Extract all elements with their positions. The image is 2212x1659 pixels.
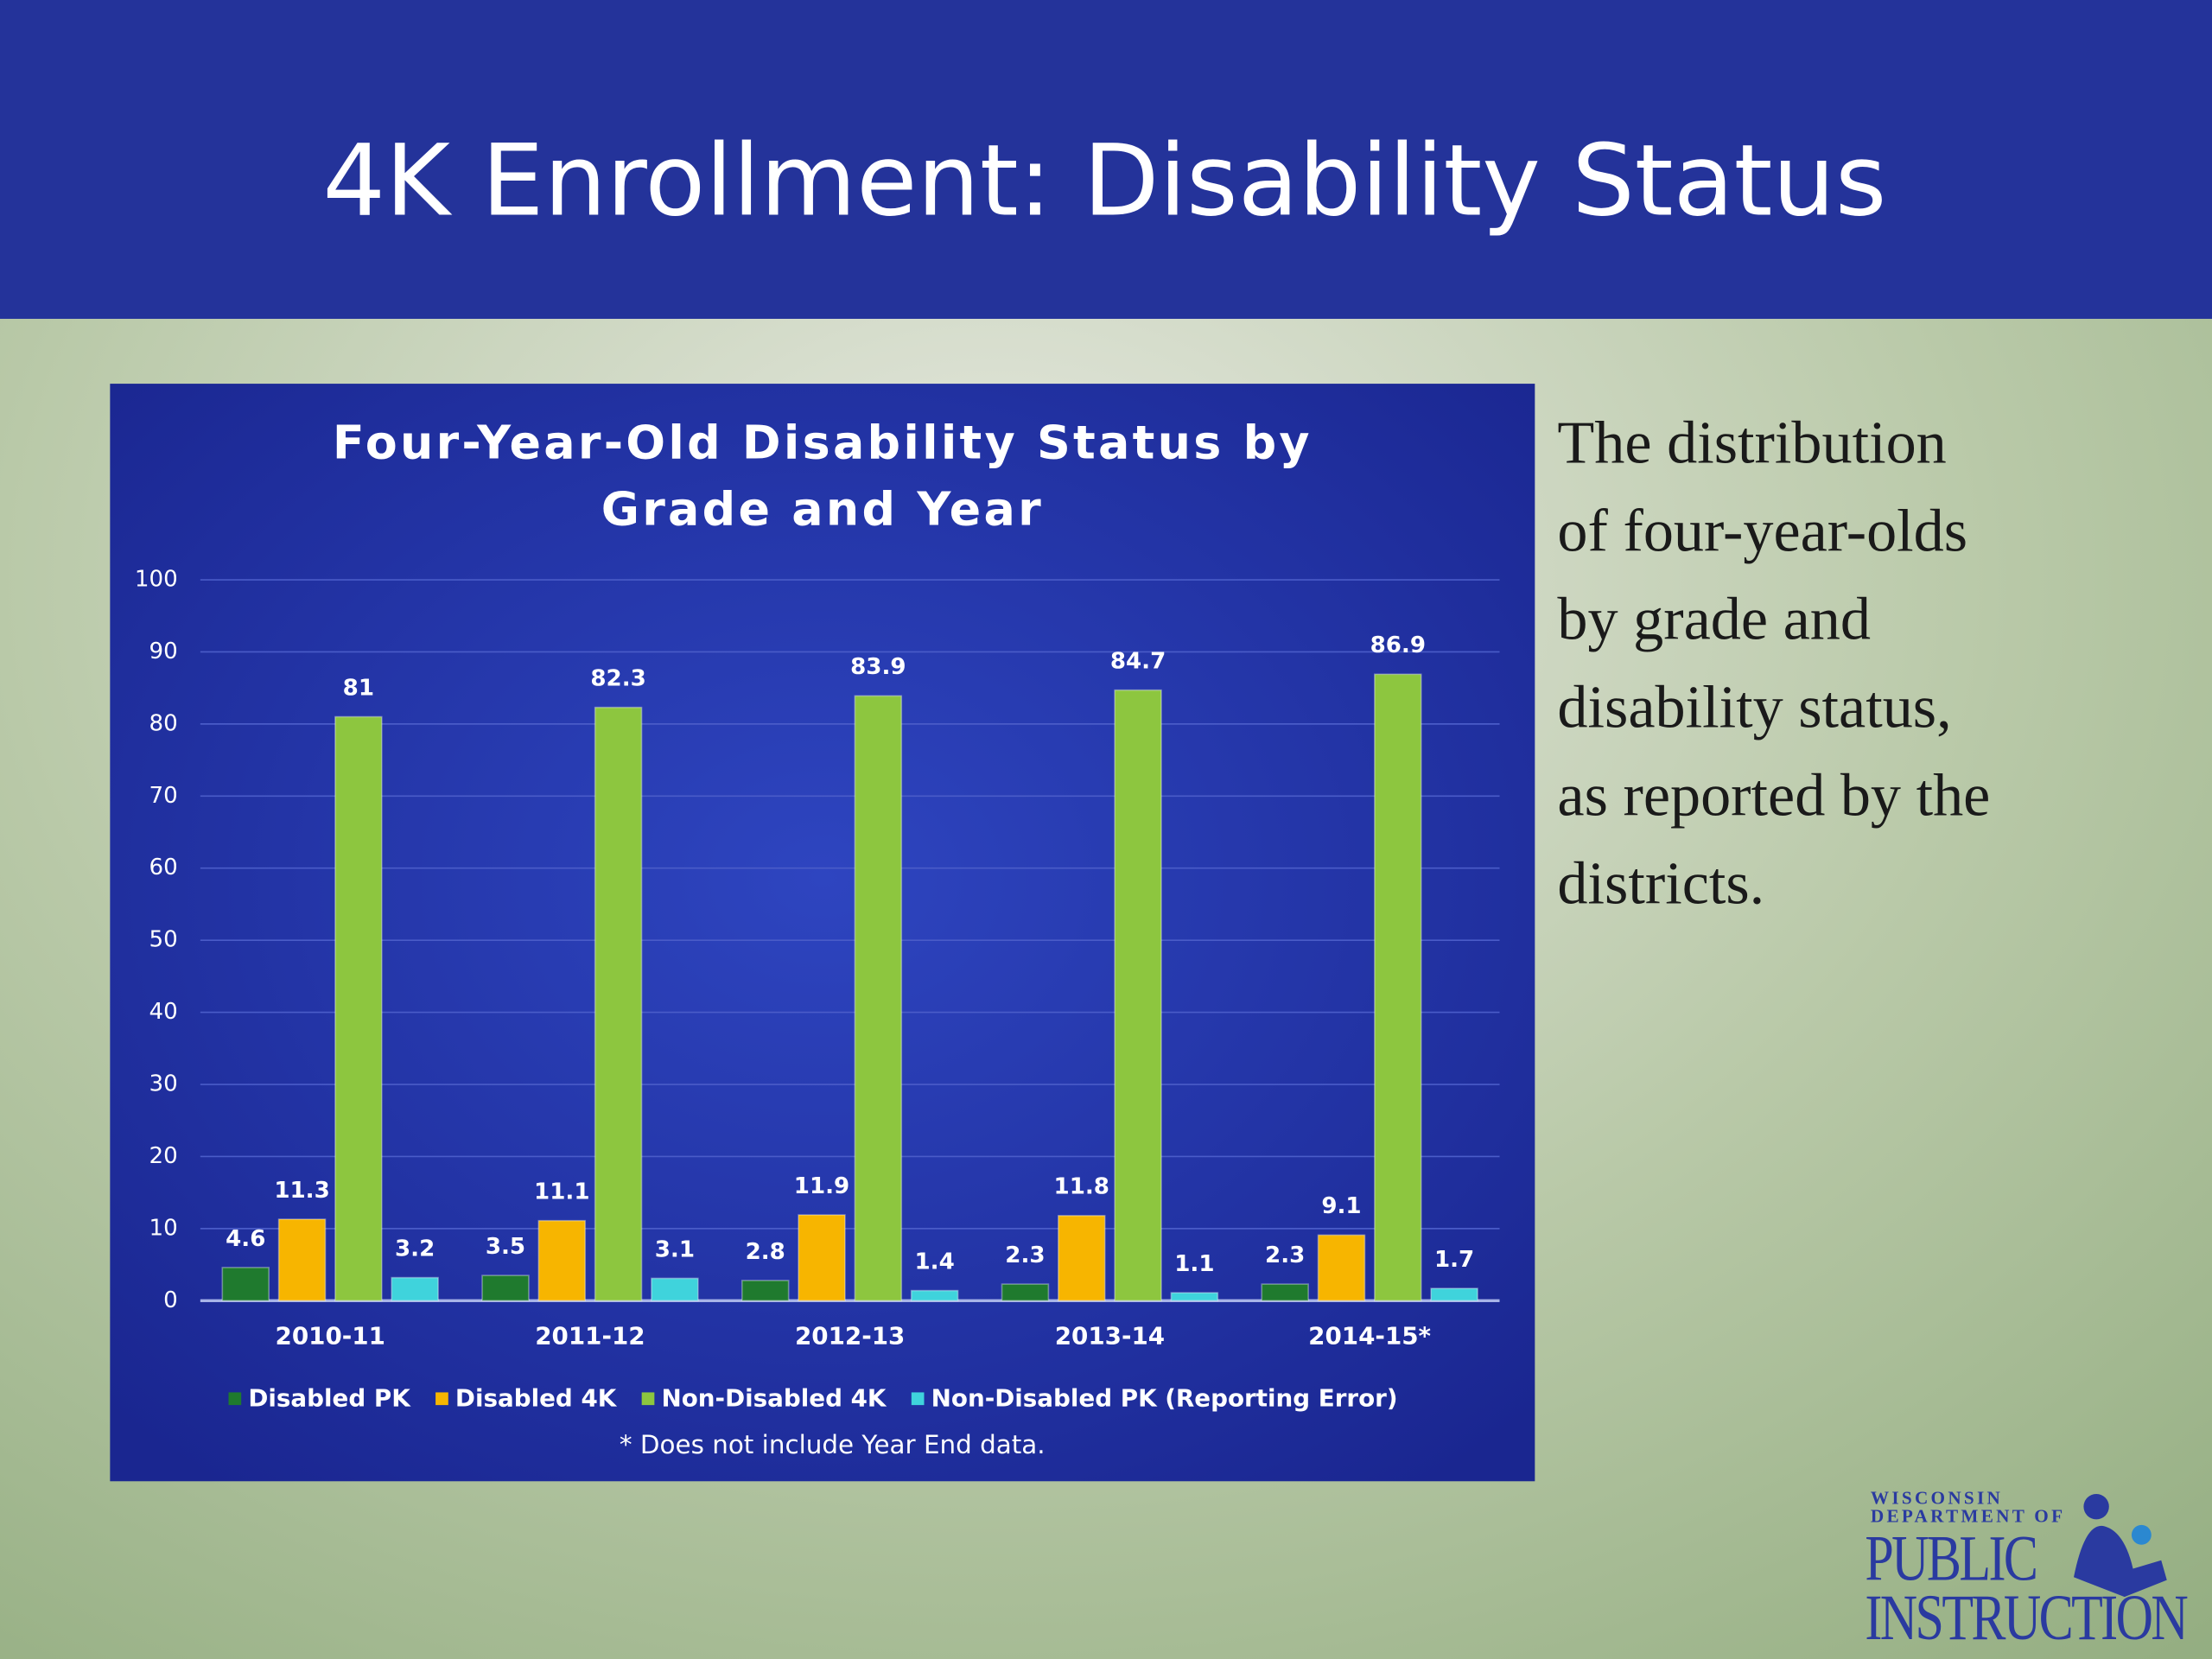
y-tick-label: 50 — [149, 927, 177, 953]
data-label: 2.8 — [746, 1239, 785, 1265]
legend-label: Disabled 4K — [455, 1384, 618, 1413]
bar — [1170, 1292, 1219, 1302]
chart-panel — [110, 384, 1535, 1482]
data-label: 11.1 — [534, 1179, 589, 1205]
data-label: 9.1 — [1321, 1193, 1361, 1219]
data-label: 83.9 — [850, 654, 906, 680]
body-line: disability status, — [1557, 674, 1951, 741]
y-tick-label: 80 — [149, 710, 177, 736]
data-label: 84.7 — [1110, 649, 1166, 675]
y-tick-label: 60 — [149, 855, 177, 880]
data-label: 81 — [343, 675, 374, 701]
legend-label: Disabled PK — [248, 1384, 411, 1413]
legend-marker — [435, 1392, 448, 1406]
data-label: 3.2 — [395, 1236, 435, 1262]
bar — [854, 695, 903, 1302]
data-label: 11.8 — [1054, 1174, 1109, 1200]
y-tick-label: 0 — [163, 1287, 178, 1313]
x-tick-label: 2011-12 — [535, 1322, 645, 1351]
logo-icon — [2083, 1493, 2109, 1520]
bar — [1430, 1287, 1478, 1302]
bar — [1317, 1234, 1366, 1302]
body-line: The distribution — [1557, 410, 1946, 477]
bar — [221, 1267, 270, 1302]
bar — [798, 1214, 846, 1302]
legend-label: Non-Disabled 4K — [662, 1384, 887, 1413]
data-label: 2.3 — [1265, 1243, 1305, 1268]
x-tick-label: 2010-11 — [276, 1322, 385, 1351]
x-tick-label: 2012-13 — [795, 1322, 905, 1351]
data-label: 82.3 — [590, 666, 645, 692]
data-label: 3.1 — [655, 1236, 695, 1262]
bar — [277, 1218, 327, 1302]
logo-text: WISCONSIN — [1871, 1487, 2003, 1508]
logo-text: DEPARTMENT OF — [1871, 1506, 2065, 1527]
legend-label: Non-Disabled PK (Reporting Error) — [931, 1384, 1398, 1413]
chart-title: Four-Year-Old Disability Status by — [333, 416, 1313, 470]
bar — [741, 1280, 790, 1302]
data-label: 4.6 — [226, 1226, 265, 1252]
bar — [537, 1219, 587, 1302]
bar — [1374, 673, 1422, 1302]
logo-icon — [2074, 1525, 2167, 1598]
y-tick-label: 30 — [149, 1071, 177, 1097]
body-line: as reported by the — [1557, 762, 1990, 830]
data-label: 86.9 — [1370, 632, 1426, 658]
chart-note: * Does not include Year End data. — [620, 1430, 1046, 1459]
chart-title: Grade and Year — [601, 481, 1044, 536]
bar — [1001, 1283, 1050, 1302]
logo — [2074, 1493, 2167, 1598]
data-label: 1.4 — [914, 1249, 954, 1274]
data-label: 1.7 — [1434, 1247, 1474, 1273]
slide-title: 4K Enrollment: Disability Status — [322, 123, 1886, 238]
y-tick-label: 20 — [149, 1143, 177, 1169]
y-tick-label: 90 — [149, 639, 177, 664]
x-tick-label: 2013-14 — [1055, 1322, 1165, 1351]
bar — [594, 706, 643, 1302]
bar — [1114, 689, 1162, 1302]
bar — [391, 1276, 439, 1302]
body-line: by grade and — [1557, 586, 1871, 653]
y-tick-label: 70 — [149, 783, 177, 809]
body-text: The distribution of four-year-olds by grad… — [1557, 410, 1990, 918]
body-line: of four-year-olds — [1557, 498, 1967, 565]
body-line: districts. — [1557, 850, 1764, 918]
logo-icon — [2131, 1524, 2152, 1545]
legend-marker — [911, 1392, 925, 1406]
y-tick-label: 10 — [149, 1215, 177, 1241]
data-label: 3.5 — [486, 1234, 525, 1260]
data-label: 1.1 — [1174, 1251, 1214, 1277]
y-tick-label: 40 — [149, 999, 177, 1025]
legend-marker — [641, 1392, 655, 1406]
data-label: 11.9 — [794, 1173, 849, 1199]
data-label: 11.3 — [274, 1178, 329, 1204]
bar — [910, 1289, 959, 1302]
legend-marker — [228, 1392, 242, 1406]
header-band — [0, 0, 2212, 319]
bar — [334, 715, 383, 1302]
bar — [1261, 1283, 1309, 1302]
bar — [481, 1274, 530, 1302]
x-tick-label: 2014-15* — [1308, 1322, 1431, 1351]
logo-text: PUBLIC — [1865, 1522, 2036, 1594]
bar — [1058, 1215, 1106, 1302]
bar — [651, 1277, 699, 1302]
y-tick-label: 100 — [135, 567, 178, 593]
data-label: 2.3 — [1005, 1243, 1045, 1268]
logo-text: INSTRUCTION — [1865, 1581, 2187, 1654]
